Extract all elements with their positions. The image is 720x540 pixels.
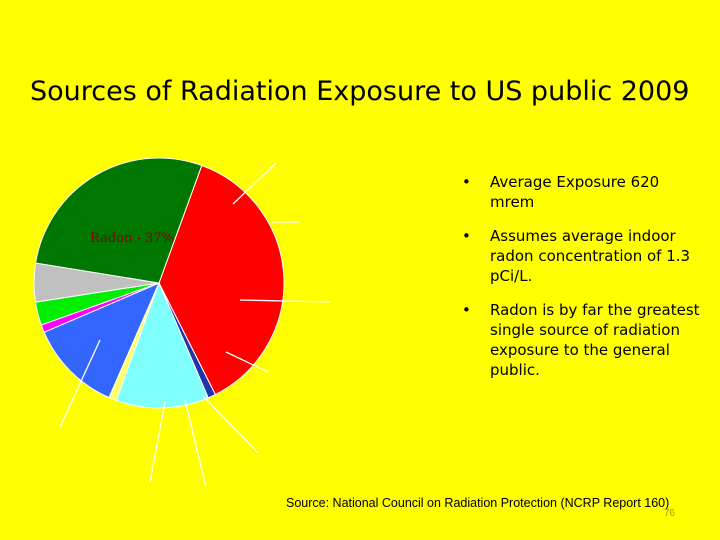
pie-slices (33, 157, 285, 409)
bullet-list: • Average Exposure 620 mrem • Assumes aver… (462, 172, 702, 394)
leader-line (149, 401, 166, 483)
pie-slice-0 (158, 164, 285, 396)
pie-slice-8 (35, 157, 203, 284)
leader-line (184, 399, 207, 488)
bullet-marker: • (462, 301, 471, 319)
pie-slice-2 (115, 281, 209, 409)
bullet-item: • Assumes average indoor radon concentrat… (462, 226, 702, 286)
leader-line (202, 395, 259, 454)
page-number: 76 (664, 508, 676, 519)
bullet-text: Average Exposure 620 mrem (490, 173, 660, 211)
bullet-item: • Average Exposure 620 mrem (462, 172, 702, 212)
bullet-text: Radon is by far the greatest single sour… (490, 301, 700, 379)
bullet-item: • Radon is by far the greatest single sou… (462, 300, 702, 380)
pie-slice-4 (43, 282, 160, 399)
leader-line (239, 299, 331, 303)
bullet-text: Assumes average indoor radon concentrati… (490, 227, 691, 285)
leader-lines (59, 162, 331, 488)
slide-title: Sources of Radiation Exposure to US publ… (30, 76, 690, 107)
bullet-marker: • (462, 227, 471, 245)
leader-line (59, 339, 101, 428)
leader-line (232, 162, 277, 205)
bullet-marker: • (462, 173, 471, 191)
slice-label-radon: Radon - 37% (90, 231, 174, 246)
source-citation: Source: National Council on Radiation Pr… (286, 496, 670, 510)
leader-line (225, 351, 269, 373)
